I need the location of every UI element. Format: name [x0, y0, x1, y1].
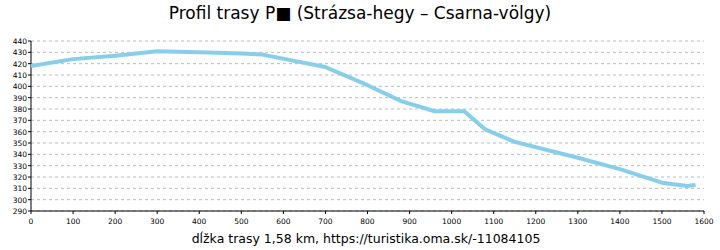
grid-line	[31, 120, 704, 121]
grid-line	[31, 131, 704, 132]
chart: Profil trasy P■ (Strázsa-hegy – Csarna-v…	[0, 0, 720, 250]
grid-line	[31, 63, 704, 64]
x-tick-label: 800	[360, 217, 375, 226]
y-tick-label: 320	[13, 173, 28, 182]
x-tick-label: 1100	[484, 217, 503, 226]
grid-line	[31, 75, 704, 76]
y-tick-label: 370	[13, 116, 28, 125]
x-tick-label: 1600	[694, 217, 713, 226]
x-tick-label: 1500	[652, 217, 671, 226]
x-axis	[31, 211, 704, 212]
profile-line	[31, 51, 696, 186]
grid-line	[31, 154, 704, 155]
x-tick-label: 300	[150, 217, 165, 226]
y-tick-label: 410	[13, 71, 28, 80]
y-tick-label: 380	[13, 105, 28, 114]
y-tick-label: 430	[13, 48, 28, 57]
y-tick-label: 400	[13, 82, 28, 91]
y-tick-label: 330	[13, 162, 28, 171]
x-tick-label: 0	[29, 217, 34, 226]
grid-line	[31, 188, 704, 189]
y-tick-label: 390	[13, 94, 28, 103]
grid-line	[31, 199, 704, 200]
y-tick-label: 350	[13, 139, 28, 148]
plot-area	[31, 51, 696, 186]
x-tick-label: 1200	[526, 217, 545, 226]
x-tick-label: 500	[234, 217, 249, 226]
x-tick-label: 1300	[568, 217, 587, 226]
y-tick-label: 300	[13, 196, 28, 205]
grid-line	[31, 211, 704, 212]
y-tick-label: 360	[13, 128, 28, 137]
x-axis-label: dĺžka trasy 1,58 km, https://turistika.o…	[192, 231, 541, 246]
x-tick-label: 1400	[610, 217, 629, 226]
x-tick-label: 600	[276, 217, 291, 226]
y-tick-label: 310	[13, 184, 28, 193]
x-tick-label: 700	[318, 217, 333, 226]
x-tick-label: 100	[66, 217, 81, 226]
grid-line	[31, 41, 704, 42]
grid-line	[31, 143, 704, 144]
x-tick-label: 400	[192, 217, 207, 226]
x-tick-label: 900	[402, 217, 417, 226]
title: Profil trasy P■ (Strázsa-hegy – Csarna-v…	[169, 3, 552, 23]
y-tick-label: 340	[13, 150, 28, 159]
y-tick-label: 290	[13, 207, 28, 216]
y-tick-label: 420	[13, 60, 28, 69]
y-tick-label: 440	[13, 37, 28, 46]
grid-line	[31, 97, 704, 98]
x-tick-label: 200	[108, 217, 123, 226]
grid-line	[31, 177, 704, 178]
x-tick-label: 1000	[442, 217, 461, 226]
grid-line	[31, 109, 704, 110]
